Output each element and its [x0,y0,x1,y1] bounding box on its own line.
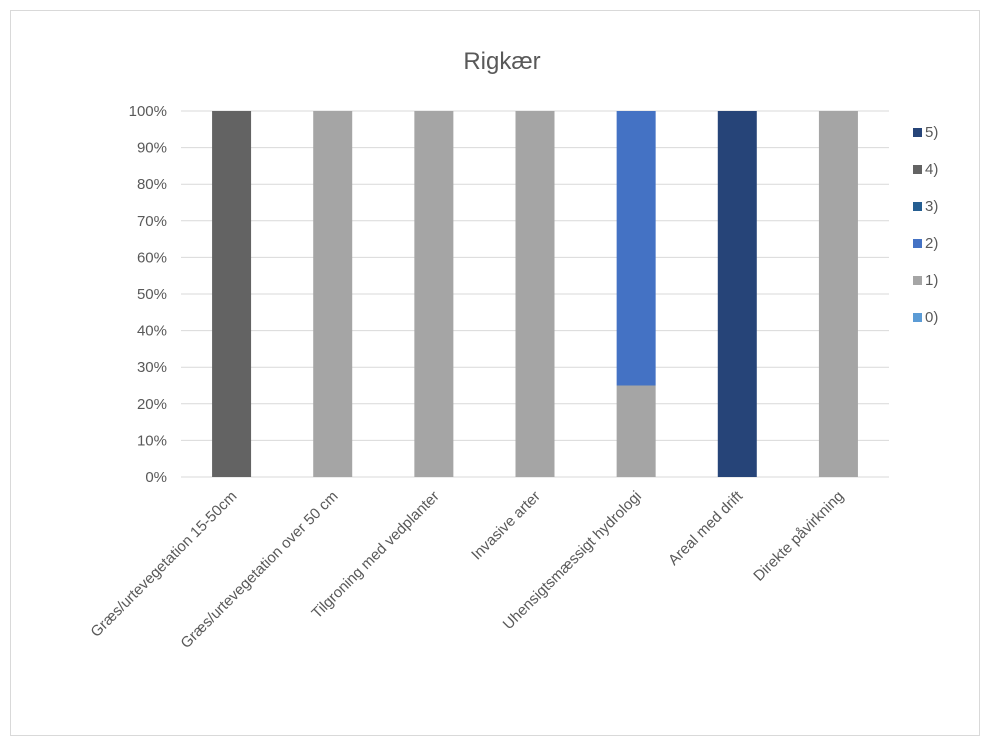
y-tick-label: 100% [129,103,167,120]
x-category-label: Invasive arter [468,488,544,564]
x-category-label: Direkte påvirkning [750,488,847,585]
legend-swatch [913,239,922,248]
y-axis-ticks: 0% 10% 20% 30% 40% 50% 60% 70% 80% 90% 100% [129,103,167,486]
legend-swatch [913,128,922,137]
legend-swatch [913,276,922,285]
y-tick-label: 80% [137,176,167,193]
y-tick-label: 20% [137,396,167,413]
bar-segment [718,111,757,477]
legend-swatch [913,313,922,322]
legend-label: 5) [925,124,938,141]
legend-swatch [913,165,922,174]
bar-segment [819,111,858,477]
bar-segment [414,111,453,477]
bar-segment [516,111,555,477]
legend-label: 1) [925,272,938,289]
x-category-label: Græs/urtevegetation over 50 cm [177,488,341,652]
bar-segment [313,111,352,477]
x-axis-labels: Græs/urtevegetation 15-50cmGræs/urtevege… [87,487,847,652]
y-tick-label: 10% [137,432,167,449]
bar-segment [617,386,656,478]
legend-label: 2) [925,235,938,252]
y-tick-label: 40% [137,323,167,340]
x-category-label: Areal med drift [665,487,747,569]
chart-frame: Rigkær 0% 10% 20% 30% 40% 50% 60% 70% 80% 90% 100%… [10,10,980,736]
y-tick-label: 30% [137,359,167,376]
legend-label: 0) [925,309,938,326]
legend-label: 4) [925,161,938,178]
y-tick-label: 50% [137,286,167,303]
chart-title: Rigkær [463,48,540,75]
legend: 5) 4) 3) 2) 1) 0) [913,124,938,326]
legend-swatch [913,202,922,211]
y-tick-label: 90% [137,140,167,157]
y-tick-label: 60% [137,249,167,266]
legend-label: 3) [925,198,938,215]
bar-segment [617,111,656,386]
y-tick-label: 0% [145,469,167,486]
y-tick-label: 70% [137,213,167,230]
chart-svg: Rigkær 0% 10% 20% 30% 40% 50% 60% 70% 80% 90% 100%… [11,11,979,735]
bar-segment [212,111,251,477]
